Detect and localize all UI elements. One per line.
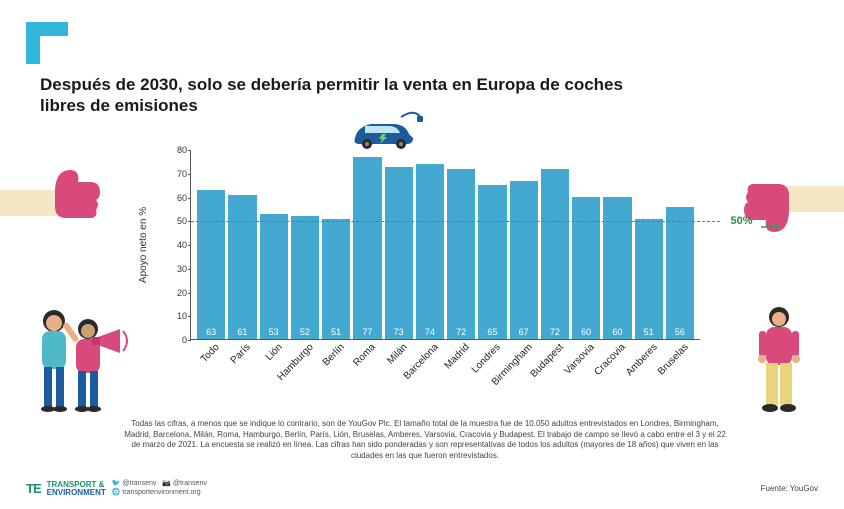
- bar: 67Birmingham: [510, 181, 538, 339]
- bar-value: 67: [519, 327, 529, 337]
- x-label: Roma: [349, 339, 378, 369]
- people-megaphone-icon: [26, 301, 136, 431]
- chart-plot-area: 63Todo61París53Lión52Hamburgo51Berlín77R…: [190, 150, 700, 340]
- brand-socials: 🐦 @transenv 📷 @transenv 🌐 transportenvir…: [112, 480, 207, 497]
- bar-value: 52: [300, 327, 310, 337]
- ev-car-icon: [345, 110, 431, 152]
- x-label: Budapest: [526, 339, 566, 380]
- footnote-text: Todas las cifras, a menos que se indique…: [120, 419, 730, 461]
- bar: 51Amberes: [635, 219, 663, 339]
- reference-label: 50%: [731, 215, 753, 227]
- x-label: Varsovia: [560, 339, 597, 377]
- bar: 53Lión: [260, 214, 288, 339]
- bar-value: 77: [362, 327, 372, 337]
- bar-value: 73: [394, 327, 404, 337]
- bar: 72Madrid: [447, 169, 475, 339]
- reference-arrow-icon: [761, 218, 783, 236]
- brand-name: TRANSPORT & ENVIRONMENT: [47, 481, 106, 497]
- y-axis-label: Apoyo neto en %: [138, 207, 149, 283]
- bar: 56Bruselas: [666, 207, 694, 339]
- corner-accent: [26, 22, 68, 64]
- bar-value: 53: [269, 327, 279, 337]
- bar: 65Londres: [478, 185, 506, 339]
- bar-value: 65: [487, 327, 497, 337]
- bar: 63Todo: [197, 190, 225, 339]
- bar: 74Barcelona: [416, 164, 444, 339]
- x-label: París: [226, 339, 253, 366]
- bar: 51Berlín: [322, 219, 350, 339]
- x-label: Milán: [382, 339, 409, 367]
- x-label: Bruselas: [653, 339, 691, 377]
- bar-value: 60: [581, 327, 591, 337]
- person-standing-icon: [744, 301, 814, 431]
- bar: 60Cracovia: [603, 197, 631, 339]
- brand-line2: ENVIRONMENT: [47, 489, 106, 497]
- bar: 61París: [228, 195, 256, 339]
- x-label: Todo: [196, 339, 222, 365]
- bar: 60Varsovia: [572, 197, 600, 339]
- bar: 77Roma: [353, 157, 381, 339]
- reference-line: [191, 221, 720, 222]
- bar: 52Hamburgo: [291, 216, 319, 339]
- brand-logo-abbr: TE: [26, 481, 41, 496]
- footer: TE TRANSPORT & ENVIRONMENT 🐦 @transenv 📷…: [26, 480, 818, 497]
- brand-block: TE TRANSPORT & ENVIRONMENT 🐦 @transenv 📷…: [26, 480, 207, 497]
- bar-value: 56: [675, 327, 685, 337]
- bar-value: 72: [456, 327, 466, 337]
- x-label: Berlín: [318, 339, 347, 368]
- x-label: Madrid: [440, 339, 472, 371]
- bars-container: 63Todo61París53Lión52Hamburgo51Berlín77R…: [191, 150, 700, 339]
- bar: 73Milán: [385, 167, 413, 339]
- x-label: Amberes: [621, 339, 660, 378]
- thumbs-down-icon: [734, 168, 844, 248]
- thumbs-up-icon: [0, 160, 110, 240]
- bar-value: 74: [425, 327, 435, 337]
- twitter-handle: 🐦 @transenv 📷 @transenv: [112, 480, 207, 488]
- bar: 72Budapest: [541, 169, 569, 339]
- bar-value: 61: [237, 327, 247, 337]
- bar-value: 63: [206, 327, 216, 337]
- x-label: Cracovia: [590, 339, 628, 378]
- x-label: Lión: [260, 339, 284, 363]
- bar-value: 60: [612, 327, 622, 337]
- bar-value: 72: [550, 327, 560, 337]
- bar-value: 51: [644, 327, 654, 337]
- brand-website: 🌐 transportenvironment.org: [112, 489, 207, 497]
- bar-chart: Apoyo neto en % 63Todo61París53Lión52Ham…: [150, 150, 720, 400]
- bar-value: 51: [331, 327, 341, 337]
- source-label: Fuente: YouGov: [761, 484, 818, 493]
